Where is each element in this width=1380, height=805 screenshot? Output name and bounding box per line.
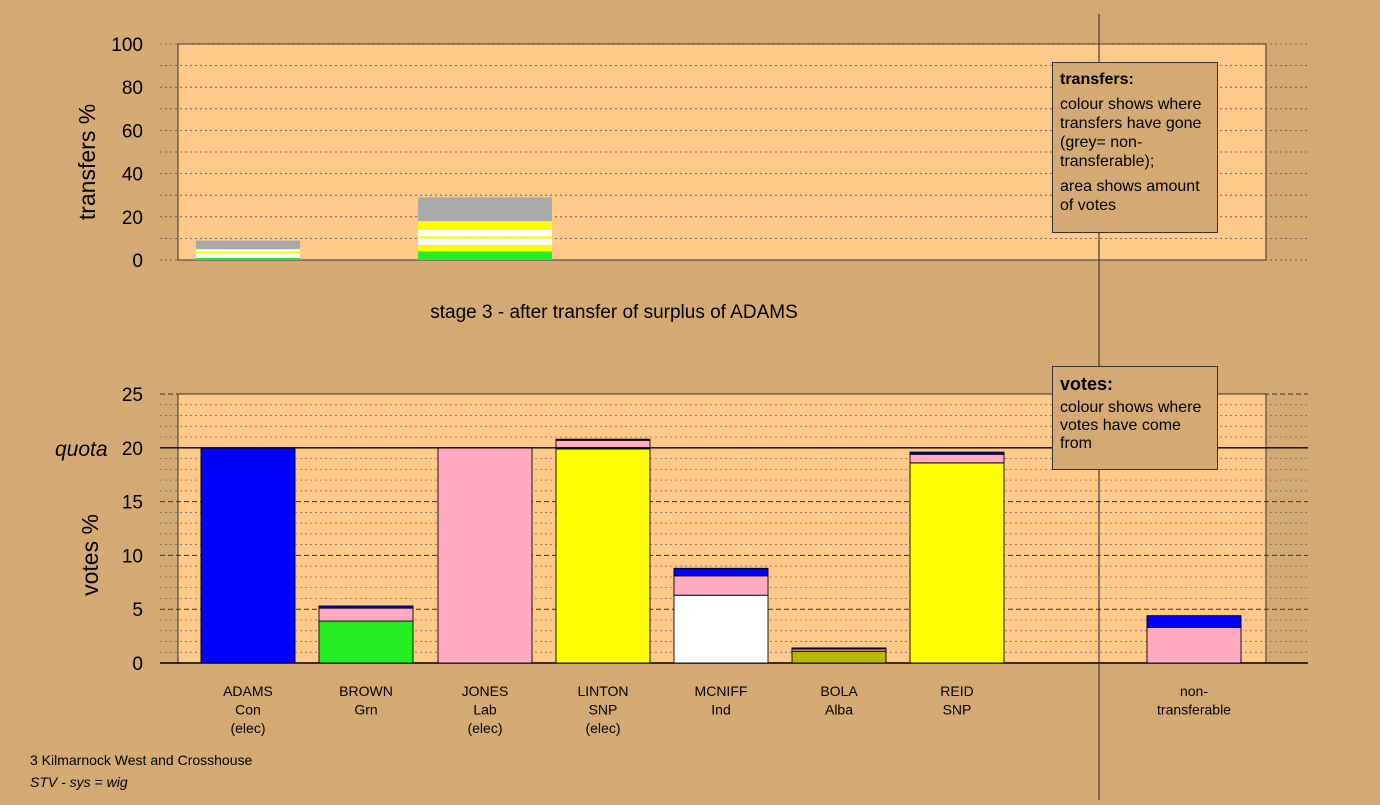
candidate-label: transferable [1157,702,1231,718]
transfers-legend: transfers: colour shows where transfers … [1052,62,1218,233]
candidate-label: Ind [711,702,730,718]
candidate-label: (elec) [585,720,620,736]
transfers-tick-label: 100 [111,35,143,56]
candidate-label: REID [940,683,973,699]
transfer-segment [418,238,552,245]
transfer-segment [196,253,300,258]
transfer-segment [418,197,552,222]
stage-title: stage 3 - after transfer of surplus of A… [430,302,798,323]
candidate-label: BOLA [820,683,858,699]
votes-tick-label: 15 [122,493,143,514]
votes-y-ticks: 0 5 10 15 20 25 [122,385,143,675]
vote-bar-segment [791,647,887,650]
transfer-segment [196,240,300,250]
vote-bar-segment [555,438,651,441]
transfer-segment [196,249,300,252]
vote-bar-segment [318,620,414,664]
votes-tick-label: 20 [122,439,143,460]
candidate-label: (elec) [230,720,265,736]
vote-bar-segment [791,650,887,664]
candidate-labels: ADAMS Con (elec) BROWN Grn JONES Lab (elec) LINT… [223,683,1231,736]
quota-label: quota [55,438,108,461]
vote-bar-segment [673,594,769,664]
vote-bar-segment [318,607,414,622]
candidate-label: MCNIFF [695,683,748,699]
transfer-bars [196,197,552,260]
transfers-tick-label: 60 [122,121,143,142]
candidate-label: LINTON [577,683,628,699]
transfers-y-ticks: 0 20 40 60 80 100 [111,35,143,272]
vote-bars [200,438,1242,664]
candidate-label: Lab [473,702,497,718]
vote-bar-segment [673,567,769,577]
transfers-tick-label: 20 [122,208,143,229]
candidate-label: Grn [354,702,377,718]
transfer-segment [418,251,552,260]
candidate-label: Con [235,702,261,718]
votes-tick-label: 25 [122,385,143,406]
system-note: STV - sys = wig [30,774,128,790]
vote-bar-segment [437,447,533,664]
candidate-label: JONES [462,683,509,699]
votes-tick-label: 10 [122,546,143,567]
transfers-y-axis-label: transfers % [74,104,100,220]
candidate-label: (elec) [467,720,502,736]
vote-bar-segment [909,453,1005,464]
vote-bar-segment [1146,615,1242,628]
vote-bar-segment [909,451,1005,455]
vote-bar-segment [555,448,651,664]
votes-legend: votes: colour shows where votes have com… [1052,366,1218,470]
transfers-tick-label: 80 [122,78,143,99]
candidate-label: non- [1180,683,1208,699]
transfer-segment [196,251,300,254]
transfers-legend-note: area shows amount of votes [1060,178,1200,214]
candidate-label: ADAMS [223,683,273,699]
transfer-segment [196,257,300,260]
vote-bar-segment [909,462,1005,664]
transfer-segment [418,221,552,230]
ward-name: 3 Kilmarnock West and Crosshouse [30,752,253,768]
vote-bar-segment [318,605,414,609]
transfers-tick-label: 0 [132,251,143,272]
transfers-tick-label: 40 [122,165,143,186]
vote-bar-segment [1146,627,1242,664]
transfer-segment [418,229,552,237]
votes-legend-text: colour shows where votes have come from [1060,399,1202,452]
votes-legend-title: votes: [1060,374,1114,394]
votes-y-axis-label: votes % [77,514,103,596]
vote-bar-segment [200,447,296,664]
votes-tick-label: 0 [132,654,143,675]
candidate-label: SNP [589,702,618,718]
votes-tick-label: 5 [132,600,143,621]
candidate-label: Alba [825,702,853,718]
candidate-label: SNP [943,702,972,718]
candidate-label: BROWN [339,683,393,699]
vote-bar-segment [673,575,769,596]
transfer-segment [418,244,552,252]
transfers-legend-title: transfers: [1060,71,1134,88]
transfer-segment [418,236,552,239]
transfers-legend-text: colour shows where transfers have gone (… [1060,96,1202,170]
